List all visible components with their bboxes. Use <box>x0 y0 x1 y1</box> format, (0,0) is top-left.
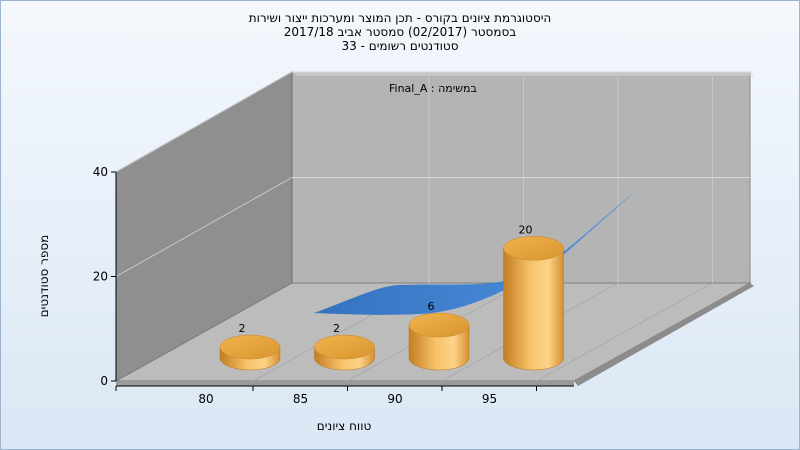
bar-cap-1 <box>314 334 375 360</box>
y-axis-label: מספר סטודנטים <box>37 234 51 318</box>
bar-90: 6 <box>408 300 470 371</box>
floor-side-edge <box>574 283 754 386</box>
bar-cap-0 <box>219 334 281 360</box>
trend-ribbon <box>314 190 637 315</box>
bar-95: 20 <box>503 223 564 371</box>
title-line-1: היסטוגרמת ציונים בקורס - תכן המוצר ומערכ… <box>248 11 552 25</box>
data-label-1: 2 <box>333 322 340 335</box>
data-label-2: 6 <box>428 300 435 313</box>
x-axis-label: טווח ציונים <box>316 419 372 433</box>
gridline-left-1 <box>115 177 293 277</box>
bar-series: 2 2 6 20 <box>219 223 564 371</box>
y-tick-label-0: 0 <box>100 374 108 388</box>
annotation-label: במשימה : Final_A <box>389 82 477 95</box>
axes: 0 20 40 80 85 90 95 <box>93 165 574 406</box>
y-tick-label-1: 20 <box>93 270 108 284</box>
x-tick-label-1: 85 <box>293 392 308 406</box>
bar-85: 2 <box>314 322 375 371</box>
data-label-0: 2 <box>239 322 246 335</box>
bar-body-3 <box>503 248 564 371</box>
y-tick-label-2: 40 <box>93 165 108 179</box>
data-label-3: 20 <box>519 223 533 236</box>
gridline-left-2 <box>115 71 293 173</box>
bar-body-2 <box>408 324 470 371</box>
bar-cap-3 <box>503 236 564 261</box>
trend-ribbon-layer <box>314 190 637 315</box>
bar-80: 2 <box>219 322 281 371</box>
x-tick-label-3: 95 <box>482 392 497 406</box>
x-tick-label-2: 90 <box>387 392 402 406</box>
x-tick-label-0: 80 <box>198 392 213 406</box>
bar-cap-2 <box>408 312 470 338</box>
title-line-2: בסמסטר (02/2017) סמסטר אביב 2017/18 <box>283 25 517 39</box>
title-line-3: סטודנטים רשומים - 33 <box>341 39 459 53</box>
gridline-floor-3 <box>536 282 713 382</box>
chart-title: היסטוגרמת ציונים בקורס - תכן המוצר ומערכ… <box>0 11 800 53</box>
floor-edge <box>116 381 574 386</box>
